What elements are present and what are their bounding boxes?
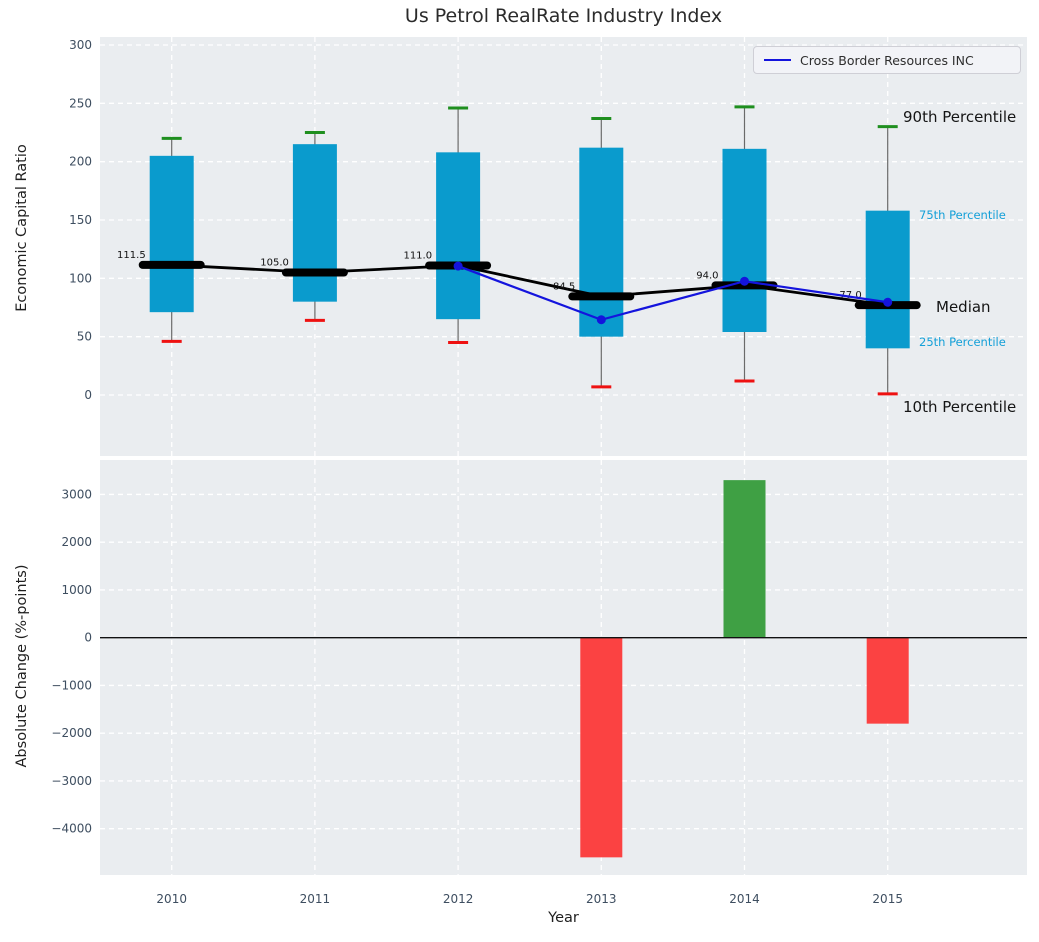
bottom-y-tick-label: 1000 (61, 583, 92, 597)
company-line (457, 265, 888, 321)
company-point (453, 261, 463, 271)
iqr-box (865, 210, 910, 349)
company-point (883, 297, 893, 307)
x-tick-label: 2014 (729, 892, 760, 906)
iqr-box (722, 148, 767, 332)
bottom-y-tick-label: 0 (84, 631, 92, 645)
median-value-label: 111.0 (403, 250, 432, 261)
x-tick-label: 2013 (586, 892, 617, 906)
annotation-25th-percentile: 25th Percentile (919, 335, 1006, 349)
legend-label: Cross Border Resources INC (800, 52, 974, 68)
top-y-tick-label: 250 (69, 96, 92, 110)
change-bar (580, 637, 623, 858)
median-value-label: 94.0 (696, 270, 718, 281)
annotation-90th-percentile: 90th Percentile (903, 108, 1017, 126)
median-value-label: 77.0 (839, 290, 861, 301)
top-y-tick-label: 100 (69, 271, 92, 285)
bottom-y-tick-label: −1000 (51, 678, 92, 692)
median-value-label: 111.5 (117, 250, 146, 261)
iqr-box (436, 152, 481, 320)
top-y-tick-label: 50 (77, 330, 92, 344)
bottom-y-axis-label: Absolute Change (%-points) (14, 564, 30, 768)
x-tick-label: 2012 (443, 892, 474, 906)
x-axis-label: Year (548, 910, 579, 926)
company-point (596, 315, 606, 325)
bottom-y-tick-label: −3000 (51, 774, 92, 788)
iqr-box (149, 155, 194, 313)
top-y-tick-label: 0 (84, 388, 92, 402)
iqr-box (579, 147, 624, 337)
annotation-10th-percentile: 10th Percentile (903, 398, 1017, 416)
x-tick-label: 2011 (300, 892, 331, 906)
x-tick-label: 2010 (156, 892, 187, 906)
top-y-tick-label: 150 (69, 213, 92, 227)
top-y-tick-label: 300 (69, 38, 92, 52)
median-value-label: 84.5 (553, 281, 575, 292)
change-bar (723, 480, 766, 638)
iqr-box (292, 144, 337, 302)
chart-title: Us Petrol RealRate Industry Index (404, 5, 723, 27)
company-point (740, 276, 749, 286)
bottom-y-tick-label: 2000 (61, 535, 92, 549)
median-value-label: 105.0 (260, 257, 289, 268)
legend: Cross Border Resources INC (753, 46, 1021, 74)
annotation-75th-percentile: 75th Percentile (919, 208, 1006, 222)
bottom-y-tick-label: 3000 (61, 487, 92, 501)
top-y-tick-label: 200 (69, 155, 92, 169)
bottom-y-tick-label: −4000 (51, 822, 92, 836)
annotation-median: Median (936, 298, 991, 316)
x-tick-label: 2015 (872, 892, 903, 906)
change-bar (866, 637, 909, 724)
top-y-axis-label: Economic Capital Ratio (14, 144, 30, 312)
legend-line-sample-icon (764, 59, 791, 61)
bottom-y-tick-label: −2000 (51, 726, 92, 740)
